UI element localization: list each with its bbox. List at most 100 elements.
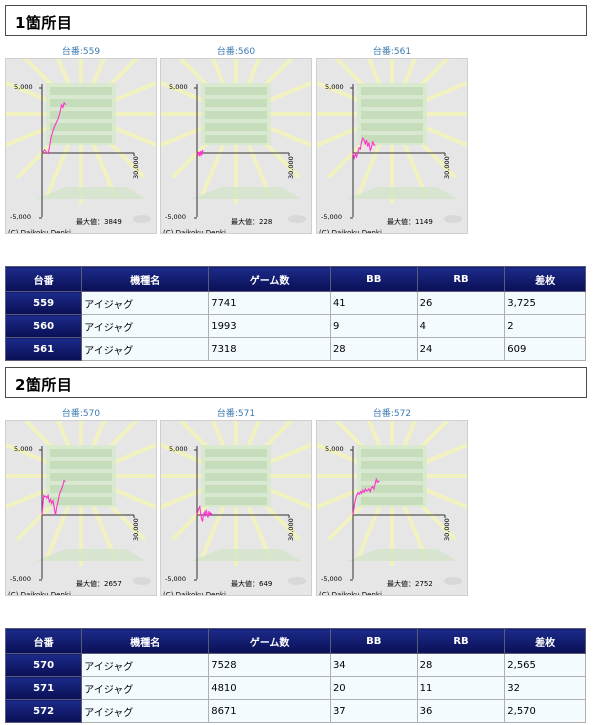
graph-572[interactable]: 台番:572 5,000 -5,000 30,000 最大値：2752 (C) Daiko… — [316, 408, 468, 596]
table-row[interactable]: 570 アイジャグ 7528 34 28 2,565 — [4, 653, 586, 677]
payout-line — [196, 504, 213, 522]
table-cell: アイジャグ — [81, 314, 210, 338]
decorative-background — [161, 421, 311, 585]
graph-caption: 台番:572 — [372, 409, 412, 419]
column-header: RB — [416, 628, 506, 654]
y-tick-label: 5,000 — [169, 83, 188, 91]
max-value-label: 最大値：3849 — [76, 218, 122, 226]
y-tick-label: 5,000 — [325, 445, 344, 453]
table-row[interactable]: 561 アイジャグ 7318 28 24 609 — [4, 337, 586, 361]
table-cell: 609 — [504, 337, 586, 361]
column-header: 台番 — [4, 266, 83, 292]
graph-caption: 台番:571 — [216, 409, 256, 419]
x-tick-label: 30,000 — [287, 156, 295, 179]
graph-plot-area: 5,000 -5,000 30,000 最大値：228 (C) Daikoku Denk… — [160, 58, 312, 234]
table-cell: 1993 — [208, 314, 331, 338]
payout-line — [41, 479, 66, 516]
max-value-label: 最大値：2752 — [387, 580, 433, 588]
graph-caption: 台番:559 — [61, 47, 101, 57]
table-cell: アイジャグ — [81, 653, 210, 677]
decorative-background — [6, 421, 156, 585]
y-tick-label: 5,000 — [14, 83, 33, 91]
y-tick-label: -5,000 — [321, 575, 342, 583]
graph-561[interactable]: 台番:561 5,000 -5,000 30,000 最大値：1149 (C) Daiko… — [316, 46, 468, 234]
table-cell: 32 — [504, 676, 586, 700]
machine-number-cell[interactable]: 571 — [4, 676, 83, 700]
graph-svg — [6, 59, 156, 223]
decorative-background — [317, 421, 467, 585]
y-tick-label: -5,000 — [165, 213, 186, 221]
graph-571[interactable]: 台番:571 5,000 -5,000 30,000 最大値：649 (C) Daikok… — [160, 408, 312, 596]
table-cell: 7318 — [208, 337, 331, 361]
graph-svg — [6, 421, 156, 585]
graph-caption: 台番:570 — [61, 409, 101, 419]
machine-number-cell[interactable]: 559 — [4, 291, 83, 315]
table-row[interactable]: 559 アイジャグ 7741 41 26 3,725 — [4, 291, 586, 315]
table-cell: 2,565 — [504, 653, 586, 677]
machine-number-cell[interactable]: 572 — [4, 699, 83, 723]
y-tick-label: -5,000 — [321, 213, 342, 221]
graph-svg — [317, 421, 467, 585]
machine-table-2: 台番 機種名 ゲーム数 BB RB 差枚 570 アイジャグ 7528 34 28 2,565 571… — [4, 628, 586, 723]
axes — [194, 446, 290, 581]
table-cell: 28 — [329, 337, 418, 361]
table-cell: 26 — [416, 291, 506, 315]
section-title: 1箇所目 — [15, 14, 73, 32]
column-header: 差枚 — [504, 628, 586, 654]
y-tick-label: -5,000 — [165, 575, 186, 583]
graph-svg — [317, 59, 467, 223]
table-cell: 20 — [329, 676, 418, 700]
table-cell: 2 — [504, 314, 586, 338]
table-cell: アイジャグ — [81, 699, 210, 723]
decorative-background — [317, 59, 467, 223]
x-tick-label: 30,000 — [287, 518, 295, 541]
table-cell: 2,570 — [504, 699, 586, 723]
column-header: 機種名 — [81, 628, 210, 654]
table-cell: 11 — [416, 676, 506, 700]
x-tick-label: 30,000 — [132, 518, 140, 541]
payout-line — [352, 136, 376, 161]
decorative-background — [6, 59, 156, 223]
graph-559[interactable]: 台番:559 5,000 -5,000 30,000 最大値：3849 (C) Daiko… — [5, 46, 157, 234]
column-header: RB — [416, 266, 506, 292]
table-cell: 7741 — [208, 291, 331, 315]
table-header-row: 台番 機種名 ゲーム数 BB RB 差枚 — [4, 628, 586, 654]
table-cell: 36 — [416, 699, 506, 723]
max-value-label: 最大値：228 — [231, 218, 273, 226]
table-row[interactable]: 571 アイジャグ 4810 20 11 32 — [4, 676, 586, 700]
max-value-label: 最大値：1149 — [387, 218, 433, 226]
payout-line — [196, 149, 204, 157]
table-row[interactable]: 572 アイジャグ 8671 37 36 2,570 — [4, 699, 586, 723]
graph-570[interactable]: 台番:570 5,000 -5,000 30,000 最大値：2657 (C) Daiko… — [5, 408, 157, 596]
machine-number-cell[interactable]: 560 — [4, 314, 83, 338]
graph-plot-area: 5,000 -5,000 30,000 最大値：649 (C) Daikoku Denk… — [160, 420, 312, 596]
y-tick-label: 5,000 — [169, 445, 188, 453]
max-value-label: 最大値：649 — [231, 580, 273, 588]
copyright-label: (C) Daikoku Denki. — [163, 229, 229, 234]
y-tick-label: 5,000 — [325, 83, 344, 91]
graph-560[interactable]: 台番:560 5,000 -5,000 30,000 最大値：228 (C) Daikok… — [160, 46, 312, 234]
graph-plot-area: 5,000 -5,000 30,000 最大値：3849 (C) Daikoku Den… — [5, 58, 157, 234]
table-row[interactable]: 560 アイジャグ 1993 9 4 2 — [4, 314, 586, 338]
table-cell: 7528 — [208, 653, 331, 677]
graph-caption: 台番:560 — [216, 47, 256, 57]
section-title: 2箇所目 — [15, 376, 73, 394]
copyright-label: (C) Daikoku Denki. — [8, 229, 74, 234]
axes — [194, 84, 290, 219]
x-tick-label: 30,000 — [443, 156, 451, 179]
decorative-background — [161, 59, 311, 223]
table-cell: 37 — [329, 699, 418, 723]
table-cell: 28 — [416, 653, 506, 677]
machine-number-cell[interactable]: 561 — [4, 337, 83, 361]
column-header: BB — [329, 266, 418, 292]
table-cell: 4810 — [208, 676, 331, 700]
graph-plot-area: 5,000 -5,000 30,000 最大値：1149 (C) Daikoku Den… — [316, 58, 468, 234]
graph-svg — [161, 59, 311, 223]
y-tick-label: 5,000 — [14, 445, 33, 453]
section-header-2: 2箇所目 — [5, 367, 587, 398]
copyright-label: (C) Daikoku Denki. — [163, 591, 229, 596]
column-header: 機種名 — [81, 266, 210, 292]
y-tick-label: -5,000 — [10, 213, 31, 221]
machine-number-cell[interactable]: 570 — [4, 653, 83, 677]
table-cell: 3,725 — [504, 291, 586, 315]
